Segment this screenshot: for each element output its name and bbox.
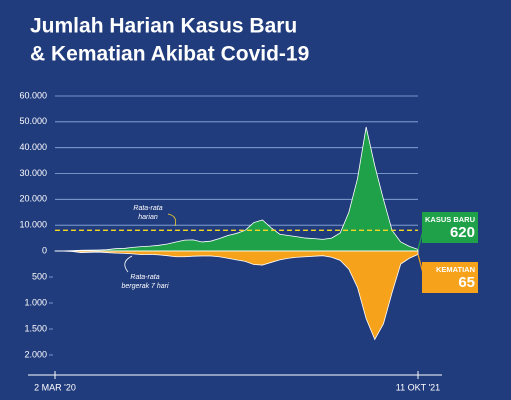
y2-tick-label: 1.000 (24, 297, 47, 307)
reference-label: Rata-rata (133, 205, 162, 212)
callout-value: 65 (458, 274, 475, 291)
chart-title: & Kematian Akibat Covid-19 (30, 43, 309, 66)
area (54, 126, 419, 252)
y-tick-label: 40.000 (19, 142, 47, 152)
callout-value: 620 (450, 224, 475, 241)
chart-title: Jumlah Harian Kasus Baru (30, 15, 297, 38)
y-tick-label: 60.000 (19, 90, 47, 100)
y2-tick-label: 2.000 (24, 349, 47, 359)
annotation: bergerak 7 hari (121, 283, 169, 290)
callout-name: KASUS BARU (425, 215, 475, 224)
annotation: Rata-rata (130, 274, 159, 281)
y-tick-label: 50.000 (19, 116, 47, 126)
callout-name: KEMATIAN (436, 265, 475, 274)
y2-tick-label: 500 (32, 271, 47, 281)
y-tick-label: 0 (42, 245, 47, 255)
x-tick-label: 2 MAR '20 (34, 382, 76, 392)
area (54, 250, 419, 341)
x-tick-label: 11 OKT '21 (396, 382, 440, 392)
y-tick-label: 20.000 (19, 194, 47, 204)
pointer (167, 213, 177, 227)
reference-label: harian (138, 214, 158, 221)
pointer (124, 255, 133, 273)
callout-box (422, 212, 478, 243)
y-tick-label: 30.000 (19, 168, 47, 178)
callout-box (422, 262, 478, 293)
y-tick-label: 10.000 (19, 220, 47, 230)
y2-tick-label: 1.500 (24, 323, 47, 333)
